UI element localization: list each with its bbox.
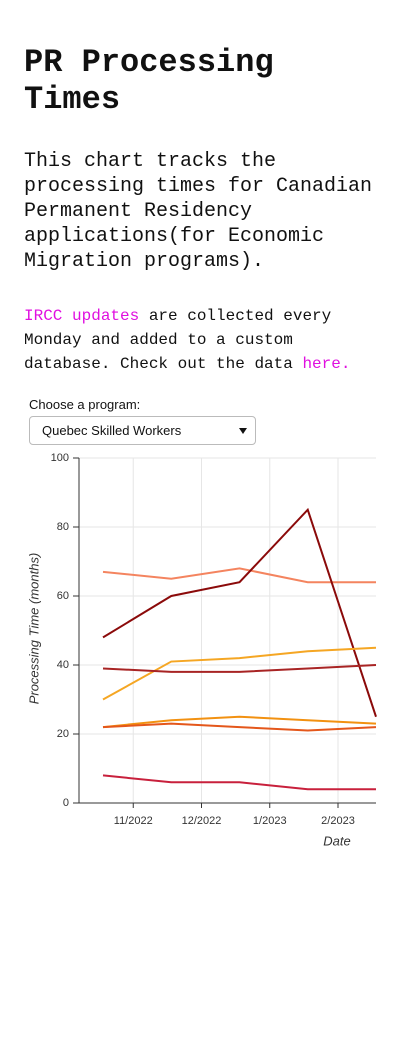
- y-tick-label: 20: [57, 728, 69, 740]
- series-line: [102, 664, 377, 673]
- series-line: [102, 567, 376, 584]
- x-tick-label: 12/2022: [182, 815, 222, 827]
- note-body: are collected every Monday and added to …: [24, 307, 332, 373]
- select-label: Choose a program:: [29, 397, 141, 412]
- x-tick-label: 1/2023: [253, 815, 287, 827]
- program-select[interactable]: Quebec Skilled Workers: [29, 416, 256, 445]
- series-line: [102, 646, 377, 701]
- y-tick-label: 0: [63, 797, 69, 809]
- series-line: [102, 774, 376, 791]
- note-text: IRCC updates are collected every Monday …: [24, 304, 384, 376]
- page-title: PR Processing Times: [24, 44, 274, 118]
- series-line: [102, 507, 377, 718]
- x-tick-label: 2/2023: [321, 815, 355, 827]
- series-line: [102, 715, 377, 729]
- y-tick-label: 100: [51, 452, 69, 464]
- x-axis-label: Date: [323, 833, 350, 848]
- y-tick-label: 40: [57, 659, 69, 671]
- intro-text: This chart tracks the processing times f…: [24, 150, 373, 273]
- chart: 0 20 40 60 80 100 11/2022 12/2022 1/2023 2/2023 Da…: [26, 452, 377, 848]
- x-tick-label: 11/2022: [114, 815, 153, 827]
- y-tick-label: 80: [57, 521, 69, 533]
- ircc-link[interactable]: IRCC updates: [24, 307, 140, 325]
- y-axis-label: Processing Time (months): [26, 553, 41, 705]
- data-link[interactable]: here.: [302, 355, 351, 373]
- y-tick-label: 60: [57, 590, 69, 602]
- series-line: [102, 722, 377, 732]
